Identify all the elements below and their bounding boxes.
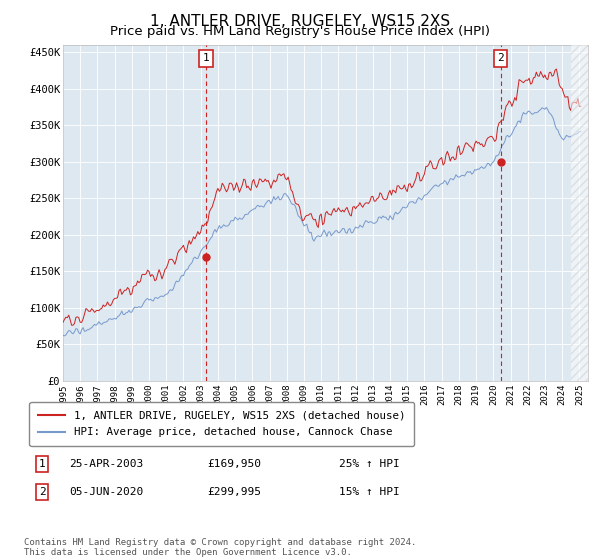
Text: 25-APR-2003: 25-APR-2003 bbox=[69, 459, 143, 469]
Text: 1: 1 bbox=[202, 53, 209, 63]
Text: £299,995: £299,995 bbox=[207, 487, 261, 497]
Text: 15% ↑ HPI: 15% ↑ HPI bbox=[339, 487, 400, 497]
Text: 1, ANTLER DRIVE, RUGELEY, WS15 2XS: 1, ANTLER DRIVE, RUGELEY, WS15 2XS bbox=[150, 14, 450, 29]
Bar bbox=[571, 45, 588, 381]
Text: Price paid vs. HM Land Registry's House Price Index (HPI): Price paid vs. HM Land Registry's House … bbox=[110, 25, 490, 38]
Text: 2: 2 bbox=[497, 53, 504, 63]
Text: 1: 1 bbox=[38, 459, 46, 469]
Text: 25% ↑ HPI: 25% ↑ HPI bbox=[339, 459, 400, 469]
Text: 2: 2 bbox=[38, 487, 46, 497]
Legend: 1, ANTLER DRIVE, RUGELEY, WS15 2XS (detached house), HPI: Average price, detache: 1, ANTLER DRIVE, RUGELEY, WS15 2XS (deta… bbox=[29, 402, 414, 446]
Text: Contains HM Land Registry data © Crown copyright and database right 2024.
This d: Contains HM Land Registry data © Crown c… bbox=[24, 538, 416, 557]
Text: £169,950: £169,950 bbox=[207, 459, 261, 469]
Text: 05-JUN-2020: 05-JUN-2020 bbox=[69, 487, 143, 497]
